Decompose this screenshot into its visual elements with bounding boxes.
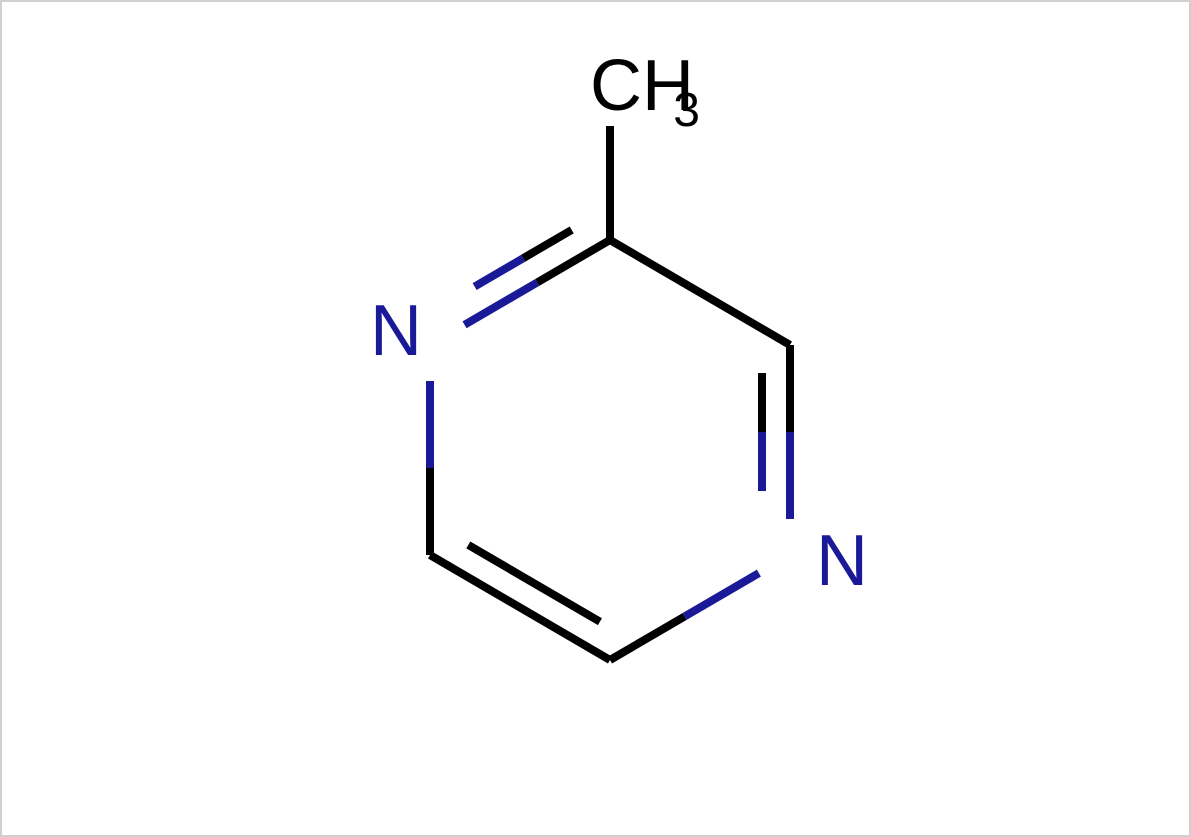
atom-label-N3: N (816, 521, 868, 601)
atom-label-C7-sub: 3 (673, 84, 700, 137)
canvas-frame (1, 1, 1190, 836)
atom-label-N6: N (370, 291, 422, 371)
